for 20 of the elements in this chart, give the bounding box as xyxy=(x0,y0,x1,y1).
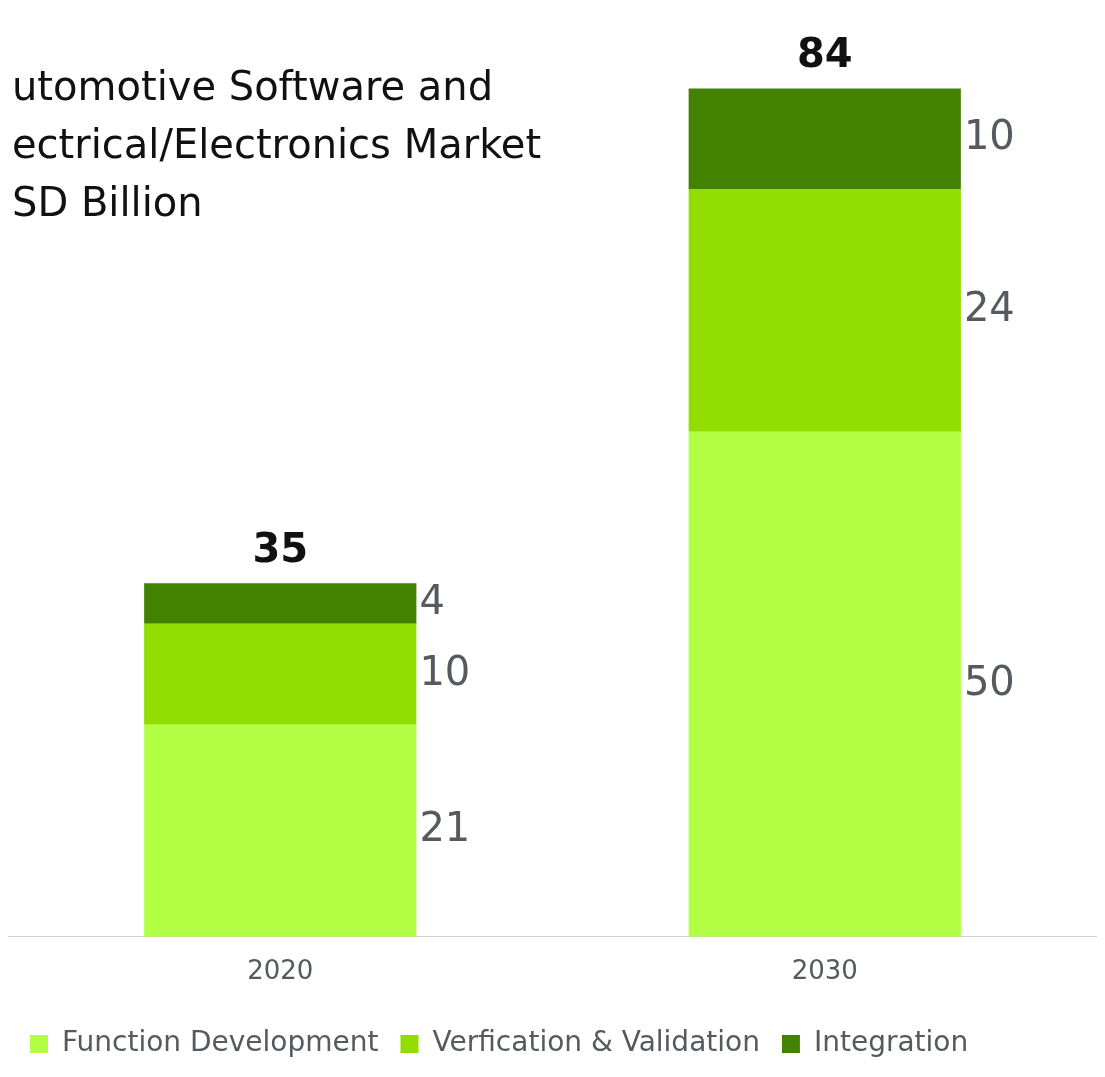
x-tick-label: 2030 xyxy=(791,955,858,986)
bar xyxy=(144,623,417,725)
data-label: 24 xyxy=(963,284,1015,331)
total-label: 84 xyxy=(796,29,853,76)
bar xyxy=(688,88,961,190)
data-label: 10 xyxy=(419,647,471,694)
bar xyxy=(688,431,961,937)
data-label: 4 xyxy=(419,576,445,623)
bar xyxy=(144,724,417,937)
total-label: 35 xyxy=(252,524,309,571)
x-tick-label: 2020 xyxy=(247,955,314,986)
legend-label: Integration xyxy=(813,1025,969,1059)
bar xyxy=(144,583,417,624)
data-label: 50 xyxy=(963,657,1015,704)
bar xyxy=(688,189,961,432)
text: utomotive Software and ectrical/Electronics Market SD Billion xyxy=(12,63,542,226)
legend-label: Verfication & Validation xyxy=(432,1025,760,1059)
data-label: 10 xyxy=(963,112,1015,159)
data-label: 21 xyxy=(419,804,471,851)
legend-label: Function Development xyxy=(62,1025,379,1059)
